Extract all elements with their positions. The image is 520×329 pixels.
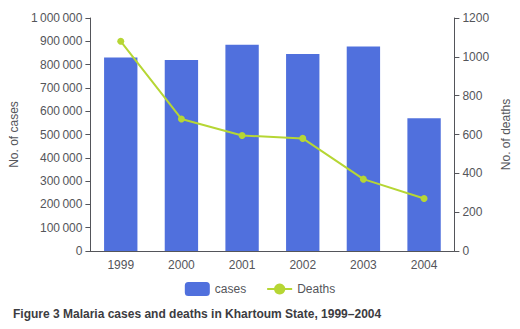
svg-text:800 000: 800 000 [40, 58, 83, 72]
svg-text:0: 0 [76, 244, 83, 258]
svg-text:800: 800 [462, 89, 482, 103]
svg-text:cases: cases [215, 282, 246, 296]
svg-text:400: 400 [462, 166, 482, 180]
svg-text:1200: 1200 [462, 11, 489, 25]
svg-text:2003: 2003 [350, 258, 377, 272]
svg-text:2002: 2002 [289, 258, 316, 272]
svg-text:2000: 2000 [168, 258, 195, 272]
svg-text:0: 0 [462, 244, 469, 258]
svg-text:100 000: 100 000 [40, 221, 83, 235]
svg-text:No. of cases: No. of cases [7, 101, 21, 168]
svg-text:1999: 1999 [107, 258, 134, 272]
svg-text:2001: 2001 [229, 258, 256, 272]
svg-text:1000: 1000 [462, 50, 489, 64]
svg-text:400 000: 400 000 [40, 151, 83, 165]
svg-text:500 000: 500 000 [40, 128, 83, 142]
svg-text:600 000: 600 000 [40, 104, 83, 118]
svg-text:Figure 3 Malaria cases and dea: Figure 3 Malaria cases and deaths in Kha… [13, 307, 381, 321]
svg-text:1 000 000: 1 000 000 [31, 11, 83, 25]
svg-text:600: 600 [462, 128, 482, 142]
svg-text:Deaths: Deaths [297, 282, 335, 296]
svg-text:2004: 2004 [411, 258, 438, 272]
svg-text:No. of deaths: No. of deaths [499, 99, 513, 170]
svg-text:200 000: 200 000 [40, 197, 83, 211]
svg-text:300 000: 300 000 [40, 174, 83, 188]
svg-text:900 000: 900 000 [40, 34, 83, 48]
svg-text:700 000: 700 000 [40, 81, 83, 95]
svg-text:200: 200 [462, 205, 482, 219]
